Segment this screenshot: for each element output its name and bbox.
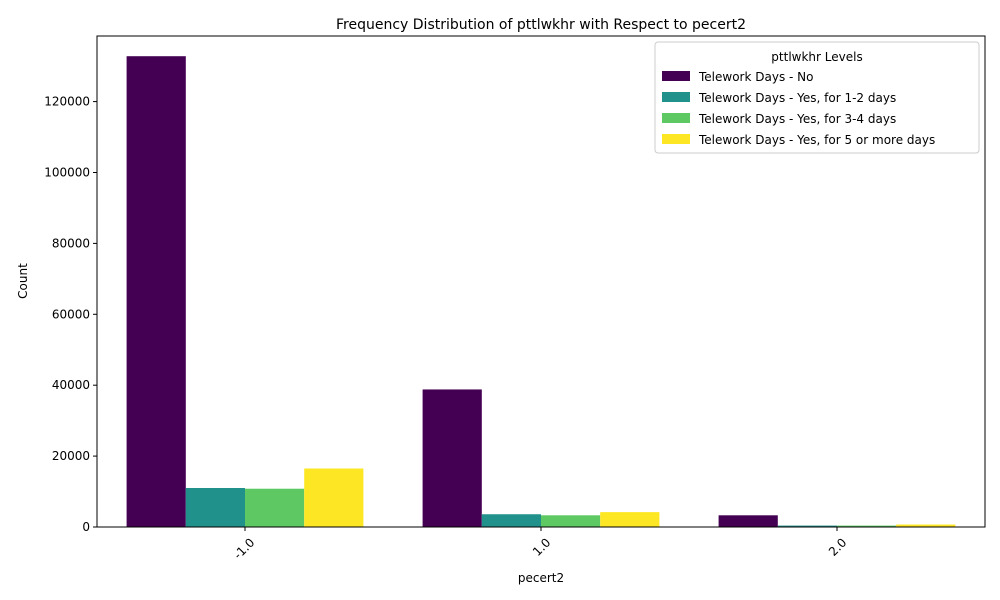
y-tick-label: 100000 (44, 165, 90, 179)
bar-4-2 (600, 512, 660, 527)
bar-3-2 (541, 515, 601, 527)
y-axis: 0 20000 40000 60000 80000 100000 120000 (44, 95, 97, 534)
bar-2-3 (777, 525, 837, 527)
legend-swatch-2 (662, 92, 690, 102)
y-tick-label: 0 (82, 520, 90, 534)
y-tick-label: 80000 (52, 236, 90, 250)
y-tick-label: 60000 (52, 307, 90, 321)
x-tick-label: -1.0 (231, 535, 257, 561)
bar-4-1 (304, 468, 364, 527)
x-axis-label: pecert2 (518, 571, 564, 585)
bar-1-2 (422, 389, 482, 527)
x-axis: -1.0 1.0 2.0 (231, 527, 849, 562)
bar-2-2 (481, 514, 541, 527)
legend: pttlwkhr Levels Telework Days - No Telewo… (654, 41, 980, 154)
y-tick-label: 120000 (44, 95, 90, 109)
legend-label-1: Telework Days - No (698, 70, 813, 84)
y-tick-label: 20000 (52, 449, 90, 463)
y-tick-label: 40000 (52, 378, 90, 392)
legend-swatch-4 (662, 134, 690, 144)
legend-label-4: Telework Days - Yes, for 5 or more days (698, 133, 935, 147)
bars-group (126, 56, 956, 528)
legend-swatch-1 (662, 71, 690, 81)
x-tick-label: 2.0 (826, 535, 849, 558)
legend-swatch-3 (662, 113, 690, 123)
plot-area-frame (96, 35, 986, 528)
bar-3-3 (837, 525, 897, 527)
bar-2-1 (185, 488, 245, 527)
bar-1-1 (126, 56, 186, 528)
legend-label-3: Telework Days - Yes, for 3-4 days (698, 112, 896, 126)
chart-title: Frequency Distribution of pttlwkhr with … (336, 17, 746, 33)
x-tick-label: 1.0 (530, 535, 553, 558)
bar-1-3 (718, 515, 778, 527)
legend-label-2: Telework Days - Yes, for 1-2 days (698, 91, 896, 105)
bar-3-1 (245, 488, 305, 527)
legend-title: pttlwkhr Levels (771, 50, 862, 64)
bar-4-3 (896, 524, 956, 527)
y-axis-label: Count (16, 263, 30, 299)
legend-frame (654, 41, 980, 154)
